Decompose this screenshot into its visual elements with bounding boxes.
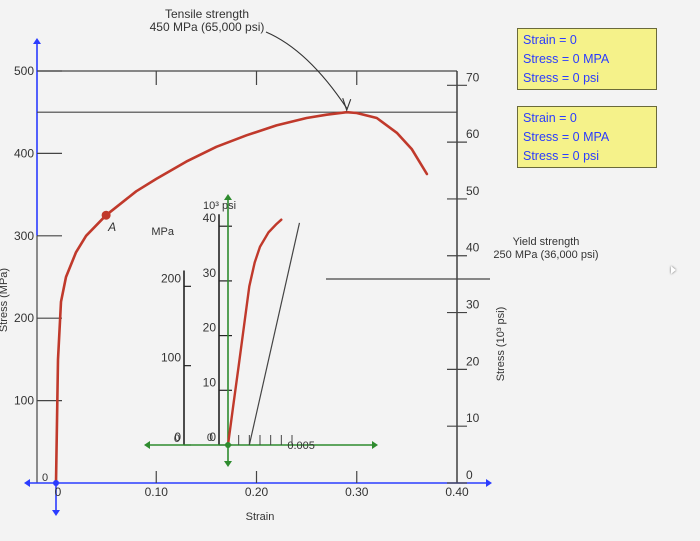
inset-zero-label: 0 — [207, 432, 213, 444]
inset-psi-tick-label: 40 — [203, 211, 217, 225]
inset-x-left-arrow-icon[interactable] — [144, 441, 150, 449]
inset-psi-tick-label: 20 — [203, 321, 217, 335]
y-right-axis-label: Stress (10³ psi) — [495, 307, 507, 382]
main-curve: A — [54, 110, 429, 485]
tensile-annotation-line2: 450 MPa (65,000 psi) — [150, 20, 265, 34]
stress-strain-curve — [54, 110, 429, 485]
y-tick-label: 200 — [14, 311, 34, 325]
main-x-axis-left-arrow-icon[interactable] — [24, 479, 30, 487]
y-right-tick-label: 20 — [466, 354, 480, 368]
info-stress-psi: Stress = 0 psi — [523, 149, 600, 163]
y-tick-label: 100 — [14, 394, 34, 408]
y-axis-label: Stress (MPa) — [0, 268, 10, 332]
inset-psi-unit: 10³ psi — [203, 200, 236, 212]
tensile-arrowhead — [342, 98, 352, 112]
x-tick-label: 0.30 — [345, 485, 369, 499]
y-right-tick-label: 30 — [466, 298, 480, 312]
info-stress-psi: Stress = 0 psi — [523, 71, 600, 85]
inset-x-right-arrow-icon[interactable] — [372, 441, 378, 449]
tensile-arrow — [265, 31, 348, 109]
x-tick-label: 0.20 — [245, 485, 269, 499]
y-tick-label: 400 — [14, 146, 34, 160]
tensile-annotation-line1: Tensile strength — [165, 7, 249, 21]
plot-frame — [30, 40, 490, 514]
inset-origin-dot[interactable] — [225, 442, 231, 448]
main-origin-dot[interactable] — [53, 480, 59, 486]
info-stress-mpa: Stress = 0 MPA — [523, 130, 610, 144]
info-box-2: Strain = 0 Stress = 0 MPA Stress = 0 psi — [517, 106, 657, 168]
info-strain: Strain = 0 — [523, 111, 577, 125]
inset-curve — [226, 218, 283, 447]
y-right-tick-label: 0 — [466, 468, 473, 482]
y-right-tick-label: 10 — [466, 411, 480, 425]
inset-y-up-arrow-icon[interactable] — [224, 194, 232, 200]
info-stress-mpa: Stress = 0 MPA — [523, 52, 610, 66]
inset-mpa-tick-label: 100 — [161, 351, 181, 365]
y-tick-label: 500 — [14, 64, 34, 78]
y-right-tick-label: 40 — [466, 241, 480, 255]
inset-zero-label: 0 — [174, 433, 180, 445]
offset-line — [248, 222, 301, 446]
main-x-axis-right-arrow-icon[interactable] — [486, 479, 492, 487]
axis-labels: Strain Stress (MPa) Stress (10³ psi) — [0, 268, 507, 523]
yield-annotation-line1: Yield strength — [513, 236, 580, 248]
x-tick-label: 0.10 — [145, 485, 169, 499]
mouse-cursor-icon — [671, 266, 676, 274]
y-tick-label: 0 — [42, 472, 48, 484]
y-right-tick-label: 50 — [466, 184, 480, 198]
drag-handles[interactable] — [24, 38, 492, 516]
main-y-axis-up-arrow-icon[interactable] — [33, 38, 41, 44]
inset-psi-tick-label: 0 — [209, 430, 216, 444]
inset-psi-tick-label: 10 — [203, 375, 217, 389]
info-box-1: Strain = 0 Stress = 0 MPA Stress = 0 psi — [517, 28, 657, 90]
x-tick-label: 0 — [55, 485, 62, 499]
point-a-label: A — [107, 220, 116, 234]
inset-y-down-arrow-icon[interactable] — [224, 461, 232, 467]
x-axis-label: Strain — [246, 511, 275, 523]
inset-mpa-tick-label: 200 — [161, 271, 181, 285]
inset-mpa-tick-label: 0 — [174, 430, 181, 444]
main-origin-down-arrow-icon[interactable] — [52, 510, 60, 516]
y-tick-label: 300 — [14, 229, 34, 243]
y-right-tick-label: 70 — [466, 70, 480, 84]
inset-psi-tick-label: 30 — [203, 266, 217, 280]
point-a-marker — [101, 210, 111, 220]
y-right-tick-label: 60 — [466, 127, 480, 141]
yield-annotation-line2: 250 MPa (36,000 psi) — [493, 249, 598, 261]
inset-mpa-unit: MPa — [151, 226, 175, 238]
inset-x-tick-label: 0.005 — [287, 440, 315, 452]
info-strain: Strain = 0 — [523, 33, 577, 47]
x-tick-label: 0.40 — [445, 485, 469, 499]
